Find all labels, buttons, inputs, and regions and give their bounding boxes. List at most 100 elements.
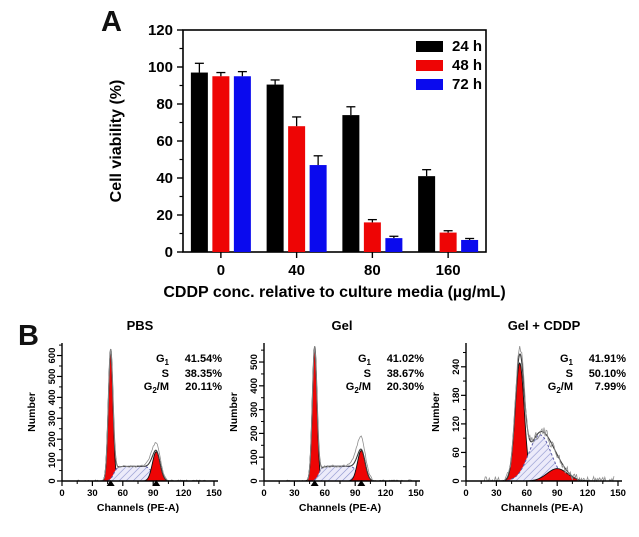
bar-xtick-label: 80 — [364, 262, 381, 279]
flow-xaxis-title: Channels (PE-A) — [299, 502, 381, 514]
flow-ytick-label: 300 — [249, 402, 260, 418]
bar-ytick-label: 0 — [165, 244, 173, 261]
flow-xtick-label: 120 — [378, 488, 394, 499]
stat-value: 20.30% — [386, 381, 424, 394]
flow-ytick-label: 180 — [451, 387, 462, 403]
flow-xtick-label: 90 — [350, 488, 361, 499]
flow-ytick-label: 60 — [451, 447, 462, 458]
flow-plot-gel-canvas: 0 30 60 90 120 150 0 100 200 300 400 500 Channels (P… — [228, 343, 424, 514]
bar-ytick-label: 80 — [156, 96, 173, 113]
stat-label: G1 — [155, 353, 169, 368]
bar-ytick-label: 60 — [156, 133, 173, 150]
bar-xtick-label: 160 — [436, 262, 461, 279]
flow-ytick-label: 600 — [47, 348, 58, 364]
bar-24h-0 — [190, 72, 208, 252]
stat-label: S — [363, 368, 371, 381]
legend-item-72h: 72 h — [416, 75, 482, 94]
flow-plot-pbs-body: 0 30 60 90 120 150 0 100 200 300 400 500 600 Channels… — [24, 335, 226, 528]
legend-item-24h: 24 h — [416, 37, 482, 56]
flow-plot-pbs: PBS 0 30 60 90 120 150 0 100 200 300 400 500 600 Chan… — [24, 318, 226, 528]
flow-xtick-label: 60 — [522, 488, 533, 499]
peak-marker — [357, 480, 366, 486]
flow-ytick-label: 240 — [451, 359, 462, 375]
bar-48h-80 — [363, 222, 381, 252]
flow-xtick-label: 0 — [261, 488, 266, 499]
bar-72h-0 — [233, 76, 251, 252]
panel-a: 0 20 40 60 80 100 120 0 40 80 160 CDDP conc. relati… — [101, 6, 506, 302]
peak-marker — [106, 480, 115, 486]
bar-24h-80 — [342, 115, 360, 252]
stat-label: G2/M — [143, 381, 169, 396]
bar-ytick-label: 120 — [148, 22, 173, 39]
stat-label: G2/M — [345, 381, 371, 396]
flow-plots-row: PBS 0 30 60 90 120 150 0 100 200 300 400 500 600 Chan… — [0, 318, 639, 528]
legend-label-24h: 24 h — [452, 38, 483, 55]
flow-xtick-label: 120 — [580, 488, 596, 499]
panel-b: B PBS 0 30 60 90 120 150 0 100 200 300 400 500 600 Ch… — [0, 318, 639, 537]
flow-xtick-label: 150 — [610, 488, 626, 499]
bar-72h-40 — [309, 165, 327, 252]
bar-24h-40 — [266, 84, 284, 252]
flow-yaxis-title: Number — [430, 392, 442, 432]
flow-ytick-label: 0 — [47, 478, 58, 483]
stat-value: 50.10% — [588, 368, 626, 381]
peak-marker — [152, 480, 161, 486]
bar-ytick-label: 100 — [148, 59, 173, 76]
flow-ytick-label: 0 — [451, 478, 462, 483]
peak-marker — [310, 480, 319, 486]
flow-plot-gel-cddp-title: Gel + CDDP — [507, 318, 581, 333]
flow-ytick-label: 200 — [249, 425, 260, 441]
bar-yaxis-title: Cell viability (%) — [108, 80, 125, 203]
stat-label: S — [161, 368, 169, 381]
flow-plot-gel-title: Gel — [331, 318, 353, 333]
flow-xtick-label: 150 — [206, 488, 222, 499]
flow-xtick-label: 90 — [148, 488, 159, 499]
panel-b-label: B — [18, 320, 39, 352]
flow-xtick-label: 60 — [118, 488, 129, 499]
bar-chart-canvas: 0 20 40 60 80 100 120 0 40 80 160 CDDP conc. relati… — [108, 22, 506, 301]
bar-ytick-label: 20 — [156, 207, 173, 224]
flow-ytick-label: 300 — [47, 410, 58, 426]
bar-chart-legend: 24 h 48 h 72 h — [416, 37, 482, 94]
flow-xtick-label: 120 — [176, 488, 192, 499]
flow-ytick-label: 0 — [249, 478, 260, 483]
flow-ytick-label: 400 — [249, 378, 260, 394]
flow-ytick-label: 400 — [47, 389, 58, 405]
flow-xtick-label: 0 — [59, 488, 64, 499]
bar-72h-80 — [385, 238, 403, 252]
flow-ytick-label: 500 — [47, 369, 58, 385]
flow-xaxis-title: Channels (PE-A) — [501, 502, 583, 514]
stat-value: 38.67% — [386, 368, 424, 381]
bar-72h-160 — [461, 239, 479, 252]
flow-plot-pbs-stats: G1 41.54% S 38.35% G2/M 20.11% — [144, 353, 222, 395]
stat-value: 41.91% — [588, 353, 626, 365]
legend-label-48h: 48 h — [452, 57, 483, 74]
flow-xtick-label: 0 — [463, 488, 468, 499]
legend-swatch-48h — [416, 60, 443, 71]
bar-xaxis-title: CDDP conc. relative to culture media (µg… — [163, 284, 505, 301]
flow-xtick-label: 90 — [552, 488, 563, 499]
flow-xaxis-title: Channels (PE-A) — [97, 502, 179, 514]
stat-label: G2/M — [547, 381, 573, 396]
bar-24h-160 — [418, 176, 436, 252]
phase-s-area — [76, 465, 210, 482]
legend-label-72h: 72 h — [452, 76, 483, 93]
flow-ytick-label: 200 — [47, 431, 58, 447]
stat-label: G1 — [357, 353, 371, 368]
panel-a-label: A — [101, 6, 122, 38]
flow-plot-gel-body: 0 30 60 90 120 150 0 100 200 300 400 500 Channels (P… — [226, 335, 428, 528]
stat-label: G1 — [559, 353, 573, 368]
figure-root: 0 20 40 60 80 100 120 0 40 80 160 CDDP conc. relati… — [18, 6, 626, 514]
flow-plot-gel-cddp: Gel + CDDP 0 30 60 90 120 150 0 60 120 180 240 Chan… — [428, 318, 630, 528]
stat-value: 7.99% — [594, 381, 626, 394]
flow-plot-pbs-title: PBS — [126, 318, 154, 333]
legend-item-48h: 48 h — [416, 56, 482, 75]
bar-xtick-label: 40 — [288, 262, 305, 279]
flow-xtick-label: 30 — [289, 488, 300, 499]
flow-xtick-label: 150 — [408, 488, 424, 499]
bar-xtick-label: 0 — [217, 262, 225, 279]
phase-s-area — [278, 465, 412, 482]
flow-yaxis-title: Number — [26, 392, 38, 432]
flow-ytick-label: 100 — [47, 452, 58, 468]
stat-value: 38.35% — [184, 368, 222, 381]
